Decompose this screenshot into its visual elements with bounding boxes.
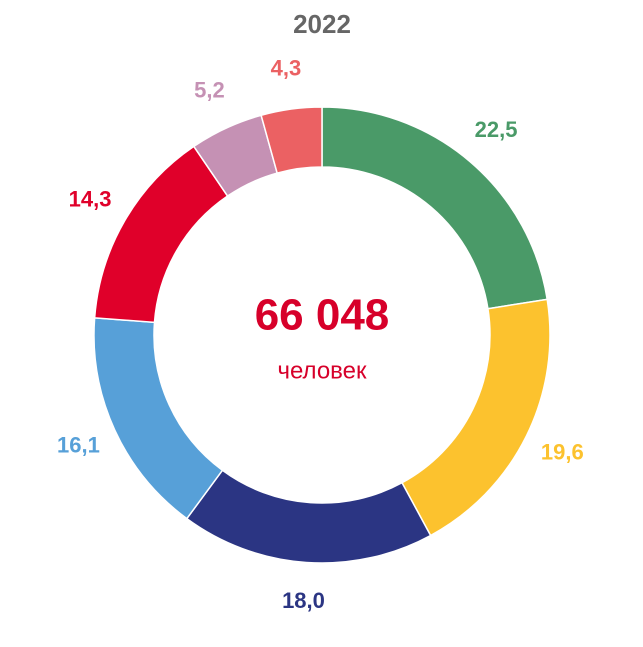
donut-slice xyxy=(400,298,551,537)
data-label: 16,1 xyxy=(57,433,100,458)
center-value: 66 048 xyxy=(255,291,390,340)
data-label: 19,6 xyxy=(541,439,584,464)
center-subtext: человек xyxy=(277,357,367,384)
donut-slice xyxy=(260,106,323,175)
donut-slice xyxy=(185,469,432,564)
donut-slice xyxy=(93,317,224,520)
data-label: 4,3 xyxy=(271,55,302,80)
chart-title: 2022 xyxy=(293,9,351,39)
data-label: 22,5 xyxy=(475,117,518,142)
data-label: 18,0 xyxy=(282,588,325,613)
data-label: 5,2 xyxy=(194,78,225,103)
donut-slice xyxy=(93,145,229,324)
data-label: 14,3 xyxy=(69,187,112,212)
